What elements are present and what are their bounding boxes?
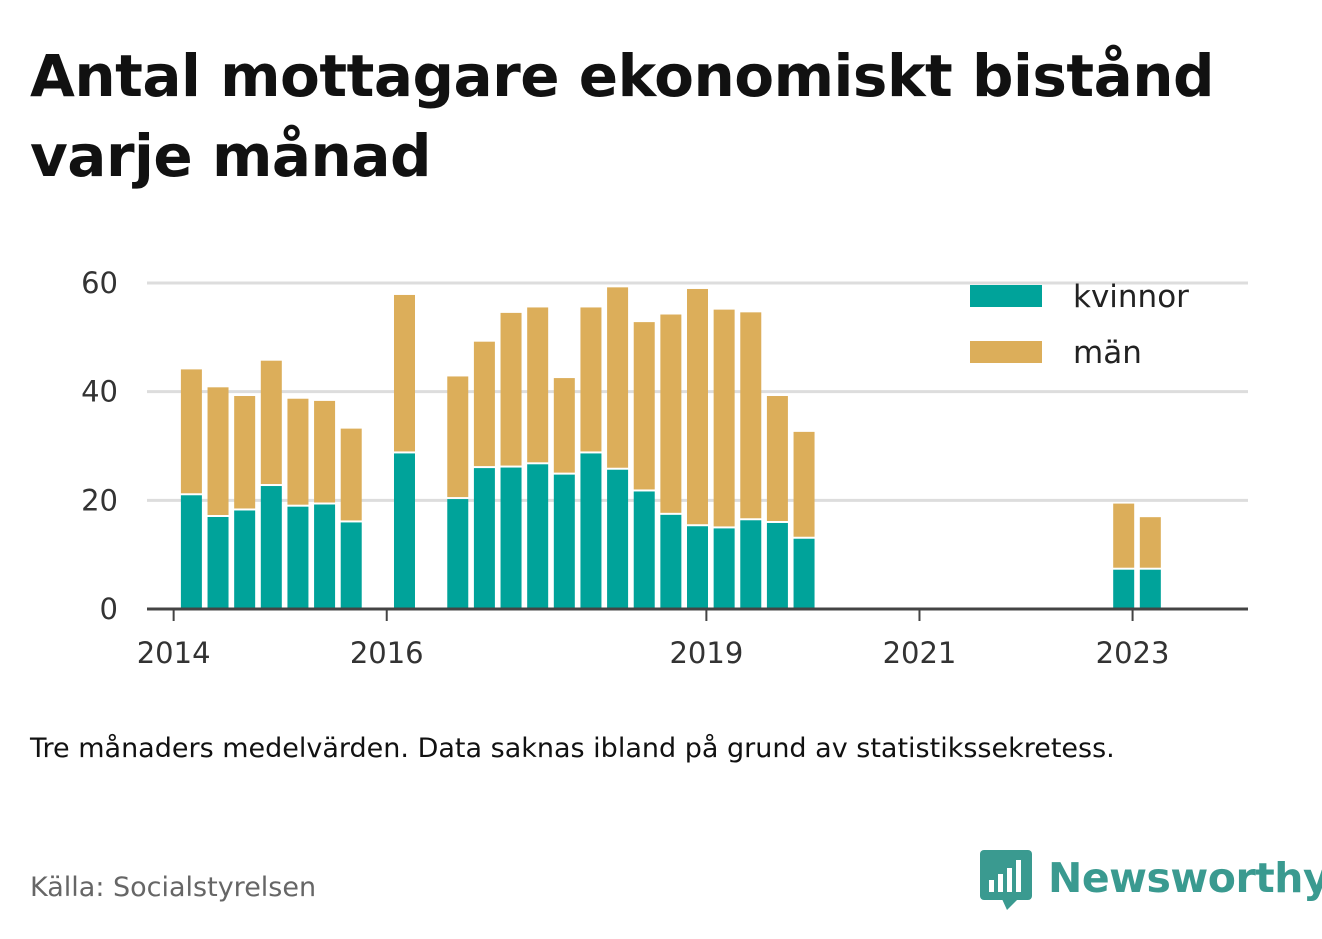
y-tick-label: 40 [81, 375, 118, 409]
legend: kvinnor män [970, 279, 1189, 371]
bar-kvinnor [287, 506, 309, 609]
chart-title: Antal mottagare ekonomiskt bistånd varje… [30, 42, 1215, 190]
bar-kvinnor [553, 474, 575, 609]
bar-man [553, 378, 575, 473]
x-tick-label: 2016 [350, 636, 424, 670]
brand-name: Newsworthy [1048, 854, 1322, 902]
source-credit: Källa: Socialstyrelsen [30, 872, 317, 903]
bar-man [740, 312, 762, 519]
bar-chart: 0 20 40 60 2014 2016 2019 2021 2023 kvinnor män [81, 266, 1248, 670]
bar-kvinnor [340, 522, 362, 609]
legend-label-kvinnor: kvinnor [1073, 279, 1189, 315]
bar-man [287, 398, 309, 505]
bar-kvinnor [473, 468, 495, 609]
bar-kvinnor [207, 517, 229, 609]
bar-kvinnor [607, 469, 629, 609]
bar-man [687, 288, 708, 525]
y-tick-label: 0 [100, 592, 118, 626]
bar-man [500, 312, 522, 466]
x-tick-label: 2023 [1096, 636, 1170, 670]
legend-swatch-kvinnor [970, 285, 1042, 307]
y-axis-ticks: 0 20 40 60 [81, 266, 118, 626]
bar-chart-speech-bubble-icon [980, 850, 1032, 910]
bars [180, 287, 1161, 609]
x-tick-label: 2019 [669, 636, 743, 670]
legend-swatch-man [970, 341, 1042, 363]
bar-kvinnor [260, 486, 282, 609]
y-tick-label: 60 [81, 266, 118, 300]
bar-man [580, 307, 602, 452]
bar-man [180, 369, 202, 494]
bar-man [793, 431, 815, 537]
bar-man [447, 376, 469, 498]
bar-man [260, 360, 282, 485]
legend-label-man: män [1073, 335, 1142, 371]
bar-kvinnor [1139, 569, 1161, 609]
bar-kvinnor [314, 504, 336, 609]
bar-kvinnor [793, 538, 815, 609]
bar-kvinnor [180, 495, 202, 609]
bar-man [340, 428, 362, 521]
bar-kvinnor [740, 520, 762, 609]
bar-man [660, 314, 682, 513]
bar-kvinnor [1113, 569, 1135, 609]
bar-man [473, 341, 495, 467]
bar-man [314, 400, 336, 503]
bar-kvinnor [660, 514, 682, 609]
bar-man [633, 322, 655, 490]
bar-kvinnor [580, 453, 602, 609]
bar-kvinnor [447, 499, 469, 609]
bar-man [713, 309, 735, 527]
x-tick-label: 2014 [137, 636, 211, 670]
x-axis-ticks: 2014 2016 2019 2021 2023 [137, 609, 1170, 670]
bar-man [527, 307, 549, 463]
bar-man [393, 294, 415, 452]
chart-note: Tre månaders medelvärden. Data saknas ib… [30, 733, 1115, 764]
bar-man [766, 396, 788, 521]
bar-man [207, 387, 229, 516]
bar-man [1113, 503, 1135, 568]
bar-kvinnor [393, 453, 415, 609]
bar-kvinnor [713, 528, 735, 609]
bar-kvinnor [687, 526, 708, 609]
bar-man [234, 396, 256, 509]
bar-man [1139, 517, 1161, 568]
bar-kvinnor [234, 510, 256, 609]
bar-kvinnor [500, 467, 522, 609]
y-tick-label: 20 [81, 483, 118, 517]
x-tick-label: 2021 [883, 636, 957, 670]
bar-kvinnor [633, 491, 655, 609]
bar-man [607, 287, 629, 468]
bar-kvinnor [766, 522, 788, 609]
bar-kvinnor [527, 464, 549, 609]
